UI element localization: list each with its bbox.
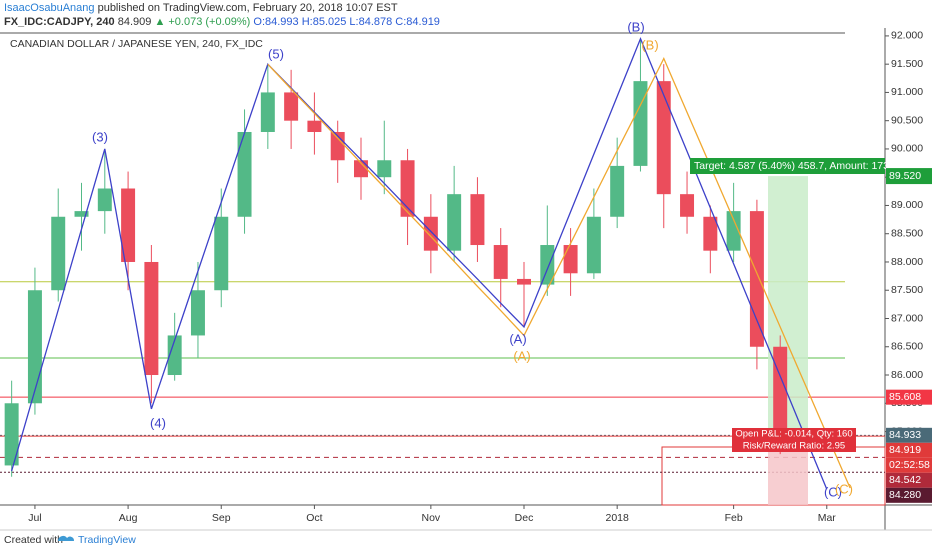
pnl-text: Open P&L: -0.014, Qty: 160 xyxy=(735,429,852,440)
candle-body xyxy=(354,160,368,178)
price-label-box xyxy=(886,487,932,503)
candle-body xyxy=(540,245,555,285)
y-tick-label: 88.500 xyxy=(891,228,923,240)
candle-body xyxy=(493,245,508,279)
price-label: 84.919 xyxy=(889,444,921,456)
candle-body xyxy=(610,165,625,217)
last-price: 84.909 xyxy=(117,16,152,28)
candle-body xyxy=(121,188,136,262)
footer-brand[interactable]: TradingView xyxy=(78,534,136,546)
candle-body xyxy=(260,92,275,132)
wave-line xyxy=(10,36,828,490)
chart-title: CANADIAN DOLLAR / JAPANESE YEN, 240, FX_… xyxy=(10,38,263,50)
target-box xyxy=(690,158,885,174)
target-price: 89.520 xyxy=(889,170,921,182)
footer-text: Created with xyxy=(4,534,63,546)
y-tick-label: 87.000 xyxy=(891,312,923,324)
y-tick-label: 91.500 xyxy=(891,58,923,70)
price-label-box xyxy=(886,472,932,488)
x-tick-label: Nov xyxy=(422,512,441,524)
countdown: 02:52:58 xyxy=(889,459,930,471)
candle-body xyxy=(214,216,229,291)
wave-label: (4) xyxy=(150,415,166,430)
x-tick-label: Aug xyxy=(119,512,138,524)
change: ▲ +0.073 (+0.09%) xyxy=(154,16,251,28)
y-tick-label: 92.000 xyxy=(891,30,923,42)
candle-body xyxy=(51,216,66,291)
candle-body xyxy=(4,403,19,466)
candle-body xyxy=(284,92,299,121)
pnl-box xyxy=(732,428,856,452)
target-price-box xyxy=(886,168,932,185)
price-label: 85.608 xyxy=(889,391,921,403)
y-tick-label: 86.500 xyxy=(891,341,923,353)
price-label-box xyxy=(886,442,932,458)
price-label: 84.542 xyxy=(889,474,921,486)
y-tick-label: 90.500 xyxy=(891,114,923,126)
countdown-box xyxy=(886,457,932,473)
y-tick-label: 86.000 xyxy=(891,369,923,381)
candle-body xyxy=(656,81,671,195)
y-tick-label: 88.000 xyxy=(891,256,923,268)
x-tick-label: Dec xyxy=(515,512,534,524)
x-tick-label: Oct xyxy=(306,512,322,524)
x-tick-label: Sep xyxy=(212,512,231,524)
candle-body xyxy=(377,160,392,178)
wave-label: (C) xyxy=(835,481,853,496)
candle-body xyxy=(27,290,42,404)
y-tick-label: 87.500 xyxy=(891,284,923,296)
y-tick-label: 91.000 xyxy=(891,86,923,98)
published: published on TradingView.com, February 2… xyxy=(97,2,398,14)
candle-body xyxy=(680,194,695,217)
symbol-line: FX_IDC:CADJPY, 240 84.909 ▲ +0.073 (+0.0… xyxy=(4,16,440,28)
candle-body xyxy=(703,216,718,251)
ohlc: O:84.993 H:85.025 L:84.878 C:84.919 xyxy=(253,16,440,28)
candle-body xyxy=(517,278,531,285)
candle-body xyxy=(237,131,252,217)
x-tick-label: 2018 xyxy=(605,512,629,524)
candle-body xyxy=(563,245,578,274)
candle-body xyxy=(586,216,601,274)
candle-body xyxy=(74,211,89,217)
price-label-box xyxy=(886,389,932,405)
price-label-box xyxy=(886,427,932,443)
wave-label: (B) xyxy=(627,19,644,34)
candle-body xyxy=(726,211,741,251)
candle-body xyxy=(470,194,485,246)
candle-body xyxy=(307,120,322,132)
wave-line xyxy=(267,56,851,489)
candle-body xyxy=(423,216,438,251)
rr-text: Risk/Reward Ratio: 2.95 xyxy=(743,441,845,452)
candle-body xyxy=(144,261,159,376)
price-label: 84.280 xyxy=(889,489,921,501)
wave-label: (3) xyxy=(92,129,108,144)
candle-body xyxy=(749,211,764,347)
price-label: 84.933 xyxy=(889,429,921,441)
candle-body xyxy=(190,290,205,336)
x-tick-label: Jul xyxy=(28,512,41,524)
tv-logo xyxy=(58,536,75,541)
candle-body xyxy=(97,188,112,212)
wave-label: (C) xyxy=(824,484,842,499)
symbol: FX_IDC:CADJPY, 240 xyxy=(4,16,115,28)
plot-area xyxy=(0,36,885,505)
publish-line: IsaacOsabuAnang published on TradingView… xyxy=(4,2,398,14)
candle-body xyxy=(447,194,462,251)
y-tick-label: 89.000 xyxy=(891,199,923,211)
author[interactable]: IsaacOsabuAnang xyxy=(4,2,95,14)
x-tick-label: Mar xyxy=(818,512,837,524)
candle-body xyxy=(167,335,182,376)
candle-body xyxy=(633,81,648,166)
wave-label: (A) xyxy=(509,331,526,346)
wave-label: (5) xyxy=(268,46,284,61)
candle-body xyxy=(400,160,415,217)
x-tick-label: Feb xyxy=(725,512,743,524)
y-tick-label: 90.000 xyxy=(891,143,923,155)
wave-label: (B) xyxy=(641,37,658,52)
target-text: Target: 4.587 (5.40%) 458.7, Amount: 173… xyxy=(694,160,904,172)
wave-label: (A) xyxy=(513,348,530,363)
candle-body xyxy=(773,346,788,438)
